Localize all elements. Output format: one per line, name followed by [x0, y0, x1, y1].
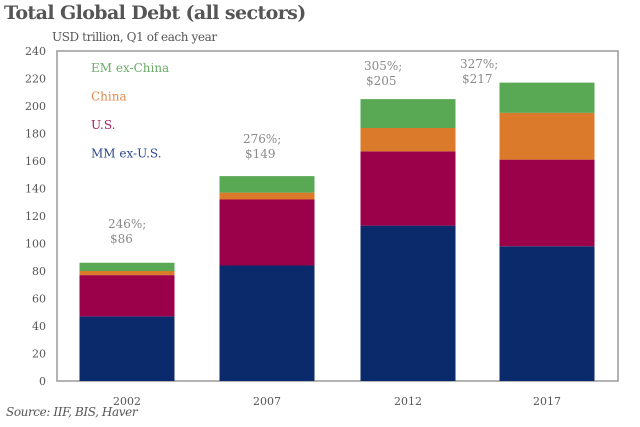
- plot-frame: [56, 50, 619, 382]
- legend: EM ex-China China U.S. MM ex-U.S.: [91, 61, 169, 161]
- legend-item-u-s: U.S.: [91, 118, 115, 132]
- annotation-percent: 305%;: [364, 59, 402, 73]
- x-tick-label: 2012: [394, 395, 422, 408]
- bar-segment-mm-ex-u-s-2007: [219, 265, 315, 381]
- bar-segment-china-2002: [79, 271, 175, 276]
- source-note: Source: IIF, BIS, Haver: [6, 405, 138, 419]
- legend-item-em-ex-china: EM ex-China: [91, 61, 169, 75]
- y-tick-label: 100: [25, 238, 46, 251]
- bar-segment-u-s-2007: [219, 199, 315, 266]
- y-tick-label: 200: [25, 100, 46, 113]
- chart-subtitle: USD trillion, Q1 of each year: [52, 30, 217, 44]
- annotation-percent: 246%;: [108, 217, 146, 231]
- y-tick-label: 40: [32, 320, 46, 333]
- y-tick-label: 20: [32, 348, 46, 361]
- bar-segment-em-ex-china-2017: [499, 82, 595, 113]
- y-tick-label: 180: [25, 128, 46, 141]
- bar-segment-em-ex-china-2007: [219, 176, 315, 193]
- bar-segment-china-2012: [360, 128, 456, 152]
- bar-segment-u-s-2012: [360, 151, 456, 226]
- y-tick-label: 120: [25, 210, 46, 223]
- bar-segment-mm-ex-u-s-2017: [499, 246, 595, 381]
- bar-segment-mm-ex-u-s-2012: [360, 225, 456, 381]
- x-axis-ticks: 2002 2007 2012 2017: [113, 395, 561, 408]
- bar-annotations: 246%;$86 276%;$149 305%;$205 327%;$217: [108, 57, 498, 246]
- bar-segment-china-2017: [499, 112, 595, 160]
- plot-border: [56, 50, 619, 382]
- bar-segment-mm-ex-u-s-2002: [79, 316, 175, 381]
- legend-item-mm-ex-u-s: MM ex-U.S.: [91, 147, 162, 161]
- y-tick-label: 160: [25, 155, 46, 168]
- x-tick-label: 2007: [253, 395, 281, 408]
- y-axis-ticks: 0 20 40 60 80 100 120 140 160 180 200 220 240: [25, 45, 46, 388]
- bar-segment-u-s-2002: [79, 275, 175, 317]
- annotation-total: $149: [245, 147, 276, 161]
- x-tick-label: 2002: [113, 395, 141, 408]
- x-tick-label: 2017: [533, 395, 561, 408]
- annotation-total: $205: [366, 74, 397, 88]
- annotation-percent: 276%;: [243, 132, 281, 146]
- annotation-total: $86: [110, 232, 133, 246]
- y-tick-label: 240: [25, 45, 46, 58]
- annotation-total: $217: [462, 72, 493, 86]
- bar-segment-u-s-2017: [499, 159, 595, 247]
- y-tick-label: 140: [25, 183, 46, 196]
- bars: [79, 82, 595, 381]
- bar-segment-china-2007: [219, 192, 315, 200]
- bar-segment-em-ex-china-2002: [79, 262, 175, 271]
- bar-segment-em-ex-china-2012: [360, 99, 456, 128]
- annotation-percent: 327%;: [460, 57, 498, 71]
- chart-title: Total Global Debt (all sectors): [4, 2, 306, 24]
- y-tick-label: 60: [32, 293, 46, 306]
- y-tick-label: 80: [32, 265, 46, 278]
- y-tick-label: 220: [25, 73, 46, 86]
- legend-item-china: China: [91, 90, 127, 104]
- y-tick-label: 0: [39, 375, 46, 388]
